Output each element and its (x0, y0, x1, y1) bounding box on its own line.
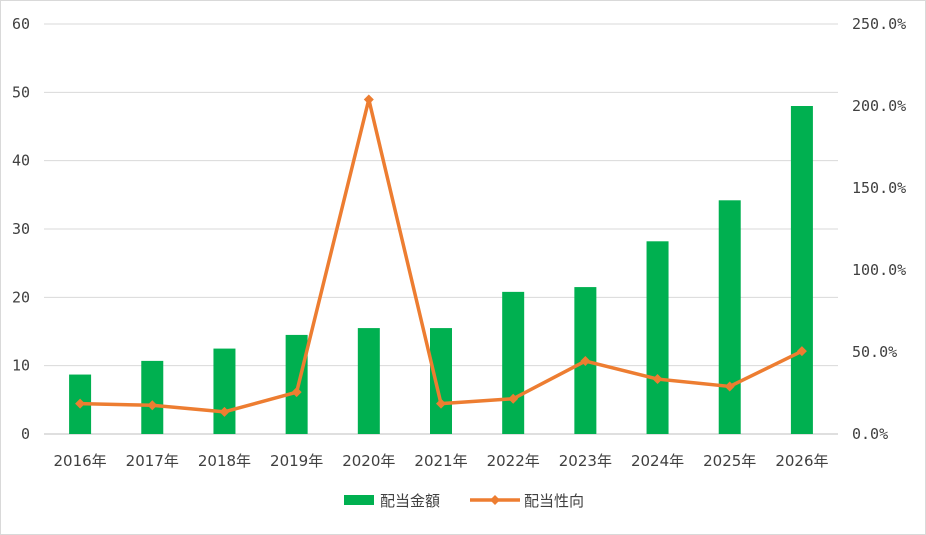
left-tick-label: 0 (21, 425, 30, 443)
right-tick-label: 0.0% (852, 425, 888, 443)
category-label: 2018年 (198, 452, 251, 470)
right-tick-label: 50.0% (852, 343, 897, 361)
legend-label-bar: 配当金額 (380, 492, 440, 510)
legend: 配当金額 配当性向 (344, 492, 584, 510)
line-marker (580, 356, 591, 367)
right-tick-label: 250.0% (852, 15, 906, 33)
legend-swatch-marker (490, 495, 500, 505)
left-tick-label: 30 (12, 220, 30, 238)
gridlines (44, 23, 838, 435)
bar (718, 200, 741, 434)
line-marker (652, 374, 663, 385)
left-tick-label: 60 (12, 15, 30, 33)
bar (213, 348, 236, 434)
bar (285, 334, 308, 434)
line-marker (147, 400, 158, 411)
left-tick-label: 10 (12, 357, 30, 375)
category-label: 2026年 (775, 452, 828, 470)
bar-series-dividend-amount (69, 106, 813, 434)
line-marker (796, 346, 807, 357)
category-label: 2022年 (487, 452, 540, 470)
left-tick-label: 20 (12, 288, 30, 306)
category-label: 2016年 (53, 452, 106, 470)
right-y-axis: 0.0% 50.0% 100.0% 150.0% 200.0% 250.0% (852, 15, 906, 443)
left-tick-label: 40 (12, 152, 30, 170)
line-marker (363, 94, 374, 105)
right-tick-label: 150.0% (852, 179, 906, 197)
left-tick-label: 50 (12, 83, 30, 101)
line-marker (291, 387, 302, 398)
left-y-axis: 0 10 20 30 40 50 60 (12, 15, 30, 443)
bar (357, 328, 380, 434)
line-series-payout-ratio (75, 94, 807, 417)
category-label: 2023年 (559, 452, 612, 470)
category-label: 2019年 (270, 452, 323, 470)
category-label: 2020年 (342, 452, 395, 470)
line-marker (75, 398, 86, 409)
legend-swatch-bar (344, 495, 374, 505)
category-label: 2025年 (703, 452, 756, 470)
line-marker (724, 381, 735, 392)
line-marker (219, 406, 230, 417)
x-axis: 2016年 2017年 2018年 2019年 2020年 2021年 2022年 2023年… (53, 452, 828, 470)
category-label: 2021年 (414, 452, 467, 470)
right-tick-label: 200.0% (852, 97, 906, 115)
category-label: 2024年 (631, 452, 684, 470)
bar (790, 106, 813, 434)
bar (646, 241, 669, 434)
legend-label-line: 配当性向 (524, 492, 584, 510)
right-tick-label: 100.0% (852, 261, 906, 279)
bar (141, 360, 164, 434)
category-label: 2017年 (126, 452, 179, 470)
line-marker (508, 393, 519, 404)
line-marker (436, 398, 446, 409)
bar (502, 291, 525, 434)
bar (430, 328, 452, 434)
